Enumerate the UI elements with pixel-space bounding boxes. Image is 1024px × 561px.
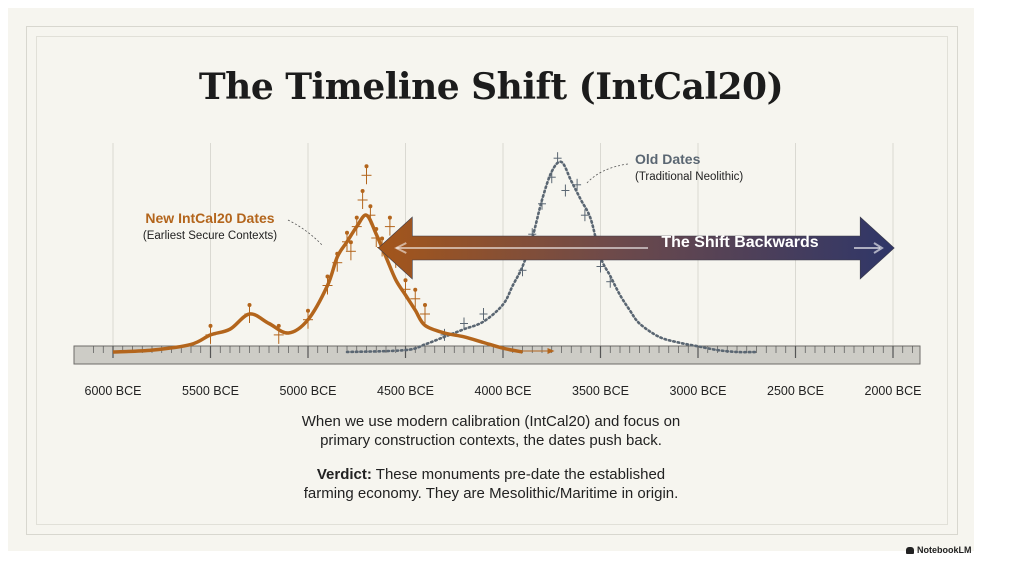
- x-tick-label: 3500 BCE: [572, 384, 629, 398]
- slide-frame-inner: [36, 36, 948, 525]
- caption-line-2: primary construction contexts, the dates…: [320, 432, 662, 449]
- shift-arrow-highlight-head: [394, 242, 407, 254]
- verdict-label: Verdict:: [316, 466, 372, 483]
- new-dates-marker-dot: [276, 323, 281, 328]
- new-dates-legend-title: New IntCal20 Dates: [145, 210, 274, 226]
- new-dates-marker-dot: [380, 236, 385, 241]
- new-dates-legend-sub: (Earliest Secure Contexts): [143, 230, 277, 242]
- x-tick-label: 5500 BCE: [182, 384, 239, 398]
- notebooklm-watermark: NotebookLM: [906, 545, 972, 555]
- new-dates-marker-dot: [423, 303, 427, 307]
- new-dates-marker-dot: [364, 164, 369, 169]
- old-dates-legend-title: Old Dates: [635, 151, 701, 167]
- shift-arrow-highlight-right-head: [873, 242, 884, 254]
- x-tick-label: 3000 BCE: [670, 384, 727, 398]
- x-tick-label: 6000 BCE: [85, 384, 142, 398]
- caption-line-1: When we use modern calibration (IntCal20…: [301, 413, 681, 430]
- new-dates-marker-dot: [354, 215, 359, 220]
- slide-frame-outer: [26, 26, 958, 535]
- new-dates-marker-dot: [208, 323, 213, 328]
- old-dates-legend-sub: (Traditional Neolithic): [635, 171, 743, 183]
- verdict-line-1: These monuments pre-date the established: [371, 466, 666, 483]
- new-dates-marker-dot: [247, 303, 252, 307]
- new-dates-marker-dot: [387, 215, 392, 220]
- x-tick-label: 2000 BCE: [865, 384, 922, 398]
- slide: The Timeline Shift (IntCal20) 6000 BCE 55…: [8, 8, 974, 555]
- new-dates-marker-dot: [374, 227, 379, 231]
- new-dates-marker-dot: [403, 278, 408, 283]
- new-dates-leader-line: [287, 219, 324, 247]
- x-tick-label: 2500 BCE: [767, 384, 824, 398]
- new-dates-marker-dot: [360, 189, 365, 193]
- new-dates-marker-dot: [348, 240, 353, 245]
- old-dates-curve: [345, 160, 758, 354]
- verdict-line-2: farming economy. They are Mesolithic/Mar…: [303, 485, 679, 502]
- new-dates-marker-dot: [413, 287, 418, 292]
- notebooklm-logo-icon: [906, 547, 914, 554]
- notebooklm-label: NotebookLM: [917, 545, 972, 555]
- new-dates-marker-dot: [335, 251, 340, 256]
- timeline-chart: 6000 BCE 5500 BCE 5000 BCE 4500 BCE 4000 BCE…: [73, 143, 922, 398]
- x-tick-label: 4500 BCE: [377, 384, 434, 398]
- shift-arrow-label: The Shift Backwards: [661, 234, 818, 251]
- new-dates-marker-dot: [345, 230, 349, 235]
- old-dates-leader-line: [585, 163, 629, 185]
- slide-title: The Timeline Shift (IntCal20): [198, 66, 784, 108]
- verdict-paragraph: Verdict: These monuments pre-date the es…: [8, 465, 974, 503]
- x-tick-label: 4000 BCE: [475, 384, 532, 398]
- new-dates-marker-dot: [368, 204, 373, 209]
- caption-paragraph: When we use modern calibration (IntCal20…: [8, 412, 974, 450]
- x-tick-label: 5000 BCE: [280, 384, 337, 398]
- new-dates-marker-dot: [325, 274, 330, 279]
- new-dates-tail-head: [547, 348, 555, 354]
- new-dates-marker-dot: [306, 308, 310, 313]
